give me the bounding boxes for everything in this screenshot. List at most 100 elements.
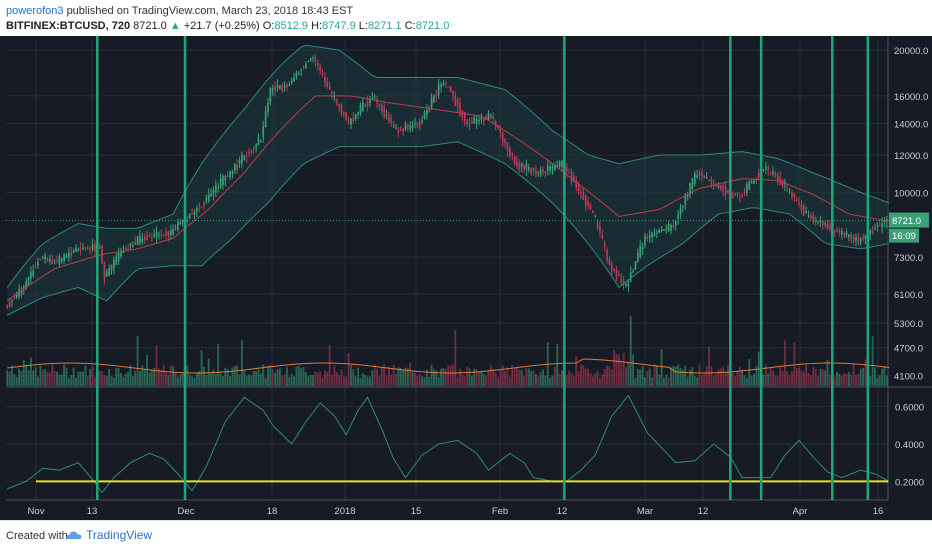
candle-body xyxy=(871,231,874,233)
candle-body xyxy=(656,232,658,234)
volume-bar xyxy=(781,370,784,386)
volume-bar xyxy=(482,373,485,386)
volume-bar xyxy=(539,372,542,386)
volume-bar xyxy=(817,376,820,386)
volume-bar xyxy=(594,373,597,386)
candle-body xyxy=(229,171,231,178)
volume-bar xyxy=(715,374,718,386)
candle-body xyxy=(217,186,220,188)
candle-body xyxy=(288,84,291,86)
candle-body xyxy=(369,98,371,103)
candle-body xyxy=(812,214,815,222)
volume-bar xyxy=(653,364,656,386)
candle-body xyxy=(520,163,523,167)
candle-body xyxy=(376,100,378,104)
volume-bar xyxy=(580,364,582,386)
candle-body xyxy=(279,85,281,89)
volume-bar xyxy=(238,374,241,386)
candle-body xyxy=(108,267,110,276)
volume-bar xyxy=(340,369,343,386)
volume-bar xyxy=(172,366,175,386)
candle-body xyxy=(475,118,478,124)
candle-body xyxy=(404,124,407,130)
candle-body xyxy=(558,161,561,167)
volume-bar xyxy=(433,369,435,386)
candle-body xyxy=(335,98,338,103)
candle-body xyxy=(51,259,54,264)
candle-body xyxy=(779,176,781,184)
time-tick-label: 12 xyxy=(557,506,568,517)
volume-bar xyxy=(582,365,585,386)
volume-bar xyxy=(233,365,236,386)
candle-body xyxy=(37,261,39,266)
candle-body xyxy=(49,258,51,262)
candle-body xyxy=(359,104,362,114)
volume-bar xyxy=(625,367,627,386)
volume-bar xyxy=(698,364,701,386)
price-tick-label: 4100.0 xyxy=(894,372,923,383)
volume-bar xyxy=(271,369,274,386)
candle-body xyxy=(418,121,421,128)
candle-body xyxy=(167,231,170,237)
volume-bar xyxy=(679,367,682,386)
candle-body xyxy=(746,183,748,193)
candle-body xyxy=(554,165,556,170)
volume-bar xyxy=(160,370,163,386)
volume-bar xyxy=(169,365,172,386)
candle-body xyxy=(385,114,388,116)
candle-body xyxy=(843,233,845,236)
candle-body xyxy=(34,267,37,269)
candle-body xyxy=(800,204,803,210)
candle-body xyxy=(582,191,585,200)
volume-bar xyxy=(108,369,111,386)
volume-bar xyxy=(321,377,324,386)
last-price-label: 8721.0 xyxy=(892,216,921,227)
volume-bar xyxy=(551,375,554,386)
volume-bar xyxy=(444,368,447,386)
volume-bar xyxy=(821,368,824,386)
volume-bar xyxy=(677,364,680,386)
volume-bar xyxy=(788,375,791,386)
candle-body xyxy=(708,180,710,182)
volume-bar xyxy=(380,367,383,386)
candle-body xyxy=(876,226,879,228)
volume-bar xyxy=(883,366,886,386)
candle-body xyxy=(390,118,393,123)
candle-body xyxy=(331,91,333,94)
volume-bar xyxy=(501,365,504,386)
volume-bar xyxy=(779,367,782,386)
candle-body xyxy=(580,191,582,194)
volume-bar xyxy=(587,368,590,386)
candle-body xyxy=(411,124,414,129)
tradingview-brand[interactable]: TradingView xyxy=(66,528,152,542)
candle-body xyxy=(134,242,137,245)
candle-body xyxy=(814,216,817,223)
symbol-label[interactable]: BITFINEX:BTCUSD, 720 xyxy=(6,20,131,32)
candle-body xyxy=(423,112,426,119)
candle-body xyxy=(824,221,826,226)
volume-bar xyxy=(613,349,616,386)
volume-bar xyxy=(622,352,625,386)
volume-bar xyxy=(753,373,755,386)
volume-bar xyxy=(131,376,134,386)
candle-body xyxy=(300,69,303,71)
candle-body xyxy=(587,201,589,206)
volume-bar xyxy=(198,371,201,386)
author-link[interactable]: powerofon3 xyxy=(6,5,64,17)
volume-bar xyxy=(179,374,182,386)
volume-bar xyxy=(532,370,535,386)
chart-svg[interactable]: 20000.0 16000.0 14000.0 12000.0 10000.0 7300.… xyxy=(0,36,932,520)
volume-bar xyxy=(556,343,559,386)
candle-body xyxy=(691,178,694,189)
candle-body xyxy=(703,175,706,178)
chart-area[interactable]: 20000.0 16000.0 14000.0 12000.0 10000.0 7300.… xyxy=(0,36,932,520)
volume-bar xyxy=(283,374,286,386)
volume-bar xyxy=(681,369,684,386)
candle-body xyxy=(568,172,570,174)
candle-body xyxy=(177,222,179,230)
candle-body xyxy=(447,86,450,88)
volume-bar xyxy=(648,368,651,386)
countdown-badge xyxy=(889,228,919,243)
candle-body xyxy=(727,190,729,193)
volume-bar xyxy=(451,364,454,386)
